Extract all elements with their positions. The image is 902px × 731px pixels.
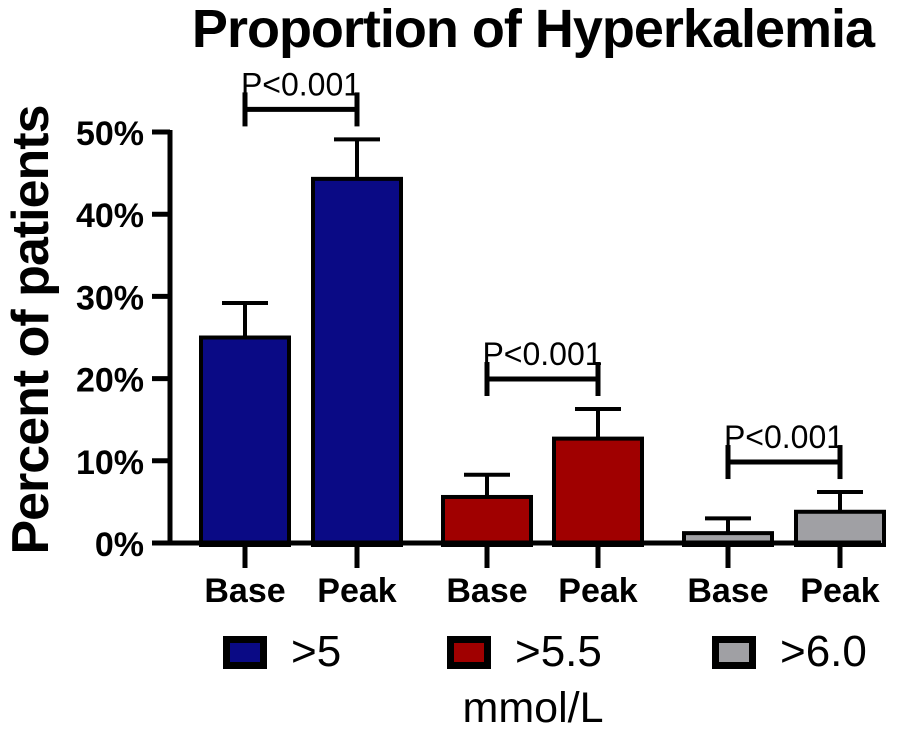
y-tick-label: 0%: [95, 526, 144, 564]
bar-5-base: [199, 335, 291, 547]
x-tick-label: Peak: [800, 572, 879, 610]
legend-item-gt5: >5: [223, 630, 341, 674]
x-axis-unit-label: mmol/L: [462, 684, 604, 731]
legend-item-gt5-5: >5.5: [447, 630, 602, 674]
legend-swatch-gt5-icon: [223, 635, 267, 669]
y-tick-label: 20%: [76, 362, 144, 400]
sig-label: P<0.001: [724, 419, 844, 455]
y-tick-label: 10%: [76, 444, 144, 482]
sig-label: P<0.001: [241, 66, 361, 102]
x-tick-label: Base: [446, 572, 527, 610]
y-tick-label: 30%: [76, 279, 144, 317]
legend-label-gt5-5: >5.5: [515, 627, 602, 676]
bar-5-peak: [311, 176, 403, 547]
sig-label: P<0.001: [482, 336, 602, 372]
legend: >5 >5.5 >6.0: [0, 630, 902, 674]
x-tick-label: Base: [204, 572, 285, 610]
x-tick-label: Base: [687, 572, 768, 610]
bar-6.0-peak: [794, 509, 886, 548]
chart-title: Proportion of Hyperkalemia: [191, 0, 875, 59]
legend-label-gt5: >5: [291, 627, 342, 676]
legend-item-gt6-0: >6.0: [712, 630, 867, 674]
legend-label-gt6-0: >6.0: [780, 627, 867, 676]
x-tick-label: Peak: [317, 572, 396, 610]
y-tick-label: 40%: [76, 197, 144, 235]
legend-swatch-gt5-5-icon: [447, 635, 491, 669]
y-tick-label: 50%: [76, 115, 144, 153]
legend-swatch-gt6-0-icon: [712, 635, 756, 669]
x-tick-label: Peak: [558, 572, 637, 610]
bar-5.5-base: [441, 494, 533, 547]
bar-5.5-peak: [552, 436, 644, 547]
